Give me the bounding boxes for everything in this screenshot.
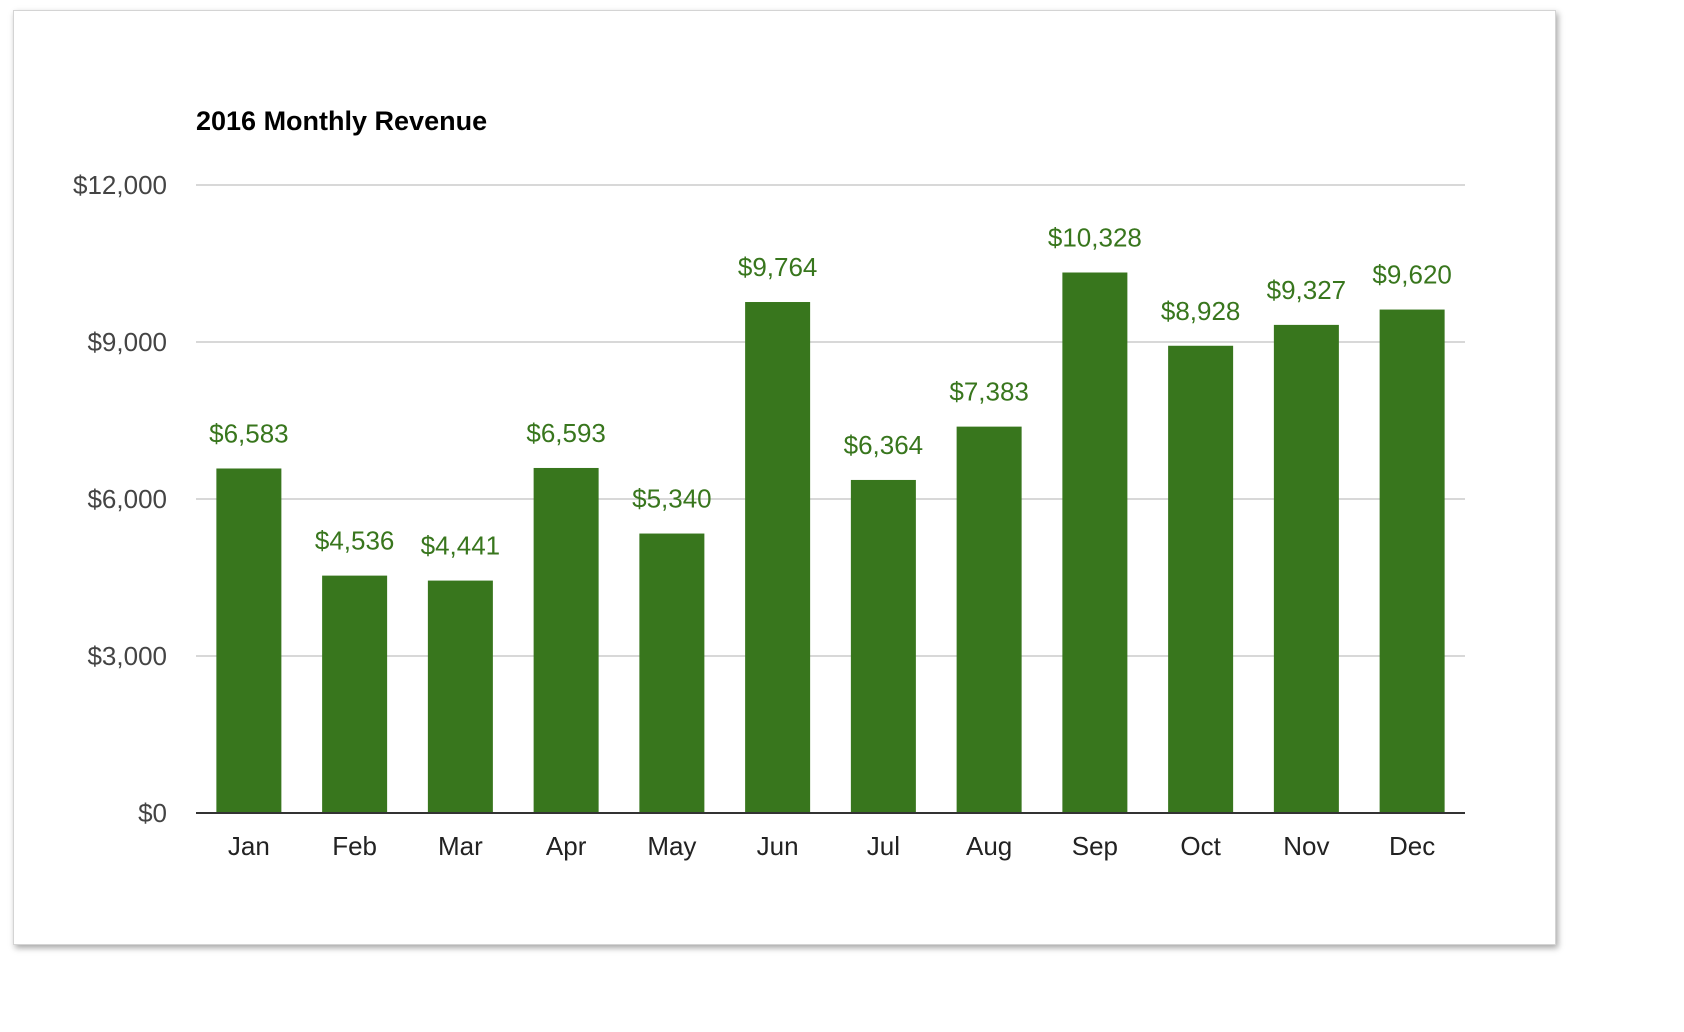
bar-nov	[1273, 324, 1339, 813]
data-label: $4,441	[421, 531, 501, 561]
bar-dec	[1379, 309, 1445, 813]
x-tick-label: Feb	[332, 831, 377, 861]
x-tick-label: Apr	[546, 831, 587, 861]
data-label: $6,583	[209, 418, 289, 448]
x-tick-label: Mar	[438, 831, 483, 861]
x-tick-label: Aug	[966, 831, 1012, 861]
grid-lines	[196, 184, 1465, 657]
bars	[216, 272, 1445, 813]
x-axis-ticks: Jan Feb Mar Apr May Jun Jul Aug Sep Oct Nov Dec	[228, 831, 1435, 861]
x-tick-label: May	[647, 831, 696, 861]
bar-jun	[745, 302, 811, 813]
x-tick-label: Oct	[1180, 831, 1221, 861]
data-label: $9,620	[1372, 260, 1452, 290]
data-labels: $6,583 $4,536 $4,441 $6,593 $5,340 $9,764 $6,3…	[209, 223, 1452, 561]
x-tick-label: Dec	[1389, 831, 1435, 861]
bar-aug	[956, 426, 1022, 813]
data-label: $10,328	[1048, 223, 1142, 253]
data-label: $4,536	[315, 526, 395, 556]
x-tick-label: Jul	[867, 831, 900, 861]
bar-may	[639, 533, 705, 813]
x-tick-label: Jun	[757, 831, 799, 861]
data-label: $9,327	[1267, 275, 1347, 305]
data-label: $6,364	[844, 430, 924, 460]
data-label: $9,764	[738, 252, 818, 282]
bar-mar	[427, 580, 493, 813]
data-label: $8,928	[1161, 296, 1241, 326]
bar-sep	[1062, 272, 1128, 813]
y-tick-label: $3,000	[87, 641, 167, 671]
bar-oct	[1168, 345, 1234, 813]
bar-jul	[850, 479, 916, 813]
data-label: $5,340	[632, 484, 712, 514]
y-tick-label: $0	[138, 798, 167, 828]
bar-jan	[216, 468, 282, 813]
bar-feb	[322, 575, 388, 813]
data-label: $6,593	[526, 418, 606, 448]
y-tick-label: $6,000	[87, 484, 167, 514]
x-tick-label: Nov	[1283, 831, 1329, 861]
y-tick-label: $9,000	[87, 327, 167, 357]
x-tick-label: Jan	[228, 831, 270, 861]
x-tick-label: Sep	[1072, 831, 1118, 861]
chart-title: 2016 Monthly Revenue	[196, 106, 488, 136]
y-axis-ticks: $0 $3,000 $6,000 $9,000 $12,000	[73, 170, 167, 828]
bar-apr	[533, 467, 599, 813]
y-tick-label: $12,000	[73, 170, 167, 200]
data-label: $7,383	[949, 377, 1029, 407]
